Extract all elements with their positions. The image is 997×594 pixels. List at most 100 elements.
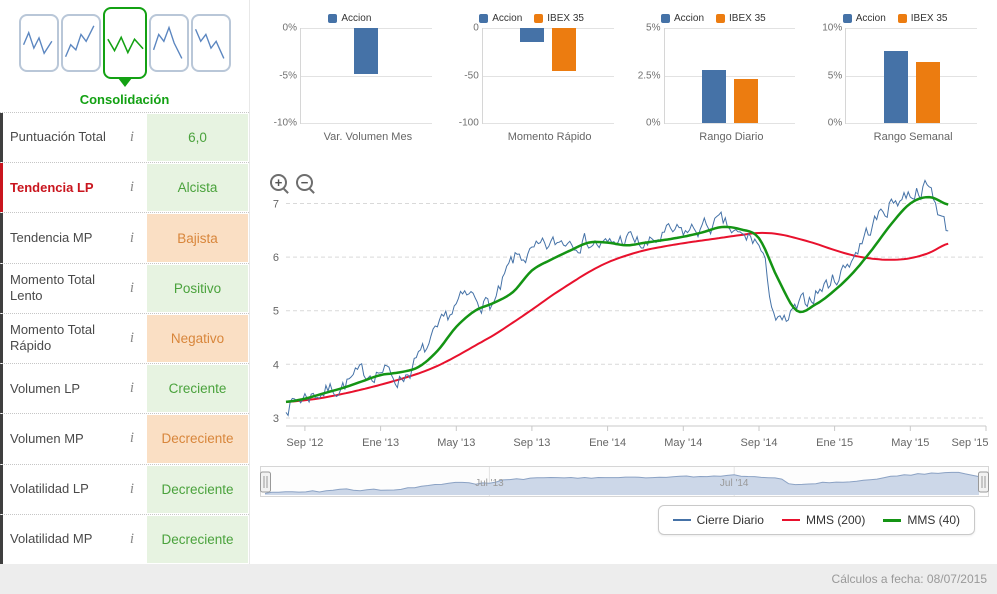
bar-ibex-35[interactable]: [733, 79, 758, 123]
legend-row: Cierre Diario MMS (200) MMS (40): [260, 498, 991, 535]
legend-item-ibex-35[interactable]: IBEX 35: [716, 13, 766, 24]
chart-legend: Cierre Diario MMS (200) MMS (40): [657, 505, 975, 535]
metric-row-tendencia-lp[interactable]: Tendencia LP i Alcista: [0, 162, 249, 213]
pattern-selector: Consolidación: [0, 0, 249, 112]
metric-label: Volatilidad MP: [0, 514, 118, 564]
pattern-sparkline-icon: [106, 35, 144, 55]
bar-accion[interactable]: [520, 28, 545, 43]
metric-row-tendencia-mp[interactable]: Tendencia MP i Bajista: [0, 212, 249, 263]
metric-row-puntuacion-total[interactable]: Puntuación Total i 6,0: [0, 112, 249, 163]
legend-item-ibex-35[interactable]: IBEX 35: [534, 13, 584, 24]
legend-swatch-icon: [479, 13, 489, 23]
pattern-card-5[interactable]: [190, 14, 231, 72]
series-mms-200[interactable]: [285, 231, 949, 403]
app-root: Consolidación Puntuación Total i 6,0 Tenden…: [0, 0, 997, 564]
zoom-in-icon[interactable]: +: [270, 174, 287, 191]
y-axis-labels: 7 6 5 4 3: [273, 199, 279, 426]
svg-text:5: 5: [273, 306, 279, 318]
bar-accion[interactable]: [883, 50, 908, 123]
metric-row-volatilidad-lp[interactable]: Volatilidad LP i Decreciente: [0, 463, 249, 514]
y-tick-label: -5%: [279, 70, 297, 81]
chart-navigator[interactable]: Jul '13 Jul '14: [260, 466, 991, 498]
metric-row-momento-total-rapido[interactable]: Momento Total Rápido i Negativo: [0, 312, 249, 364]
metric-label: Tendencia LP: [0, 163, 118, 213]
pattern-card-1[interactable]: [18, 14, 59, 72]
bar-ibex-35[interactable]: [552, 28, 577, 71]
pattern-card-4[interactable]: [148, 14, 189, 72]
info-icon[interactable]: i: [129, 480, 135, 497]
chart-legend-item-mms-200[interactable]: MMS (200): [781, 513, 865, 527]
calc-date: Cálculos a fecha: 08/07/2015: [831, 572, 987, 586]
svg-text:Sep '15: Sep '15: [952, 437, 989, 449]
legend-item-accion[interactable]: Accion: [842, 12, 886, 24]
metric-label: Momento Total Lento: [0, 263, 118, 313]
svg-text:May '15: May '15: [891, 437, 929, 449]
bars: [301, 28, 432, 123]
metric-label: Volumen MP: [0, 414, 118, 464]
legend-item-accion[interactable]: Accion: [328, 13, 371, 24]
svg-text:Jul '14: Jul '14: [720, 478, 749, 489]
legend-label: Accion: [855, 12, 886, 24]
bar-accion[interactable]: [354, 28, 379, 74]
mini-legend: Accion IBEX 35: [446, 8, 618, 28]
legend-item-ibex-35[interactable]: IBEX 35: [897, 13, 947, 24]
info-icon[interactable]: i: [129, 430, 135, 447]
y-gridlines: [286, 203, 986, 419]
pattern-sparkline-icon: [22, 30, 52, 55]
mini-chart-rango-semanal: Accion IBEX 35 10% 5% 0% Rango Semanal: [809, 8, 981, 160]
info-icon[interactable]: i: [129, 329, 135, 346]
bar-accion[interactable]: [701, 69, 726, 123]
info-icon[interactable]: i: [129, 229, 135, 246]
info-icon[interactable]: i: [129, 279, 135, 296]
metric-value: Decreciente: [146, 514, 249, 564]
metric-row-volatilidad-mp[interactable]: Volatilidad MP i Decreciente: [0, 513, 249, 564]
mini-chart-title: Momento Rápido: [507, 131, 592, 143]
mini-chart-var-volumen-mes: Accion 0% -5% -10% Var. Volumen Mes: [264, 8, 436, 160]
svg-text:May '13: May '13: [437, 437, 475, 449]
y-tick-label: 2.5%: [637, 70, 661, 81]
legend-swatch-icon: [842, 13, 852, 23]
metric-row-momento-total-lento[interactable]: Momento Total Lento i Positivo: [0, 262, 249, 313]
metric-value: Positivo: [146, 263, 249, 313]
metric-row-volumen-mp[interactable]: Volumen MP i Decreciente: [0, 413, 249, 464]
pattern-sparkline-icon: [194, 29, 224, 59]
info-icon[interactable]: i: [129, 380, 135, 397]
metric-label: Volatilidad LP: [0, 464, 118, 514]
svg-text:May '14: May '14: [664, 437, 702, 449]
metric-label: Puntuación Total: [0, 113, 118, 163]
svg-text:Sep '14: Sep '14: [741, 437, 778, 449]
y-tick-label: 5%: [646, 22, 661, 34]
pattern-card-2[interactable]: [60, 14, 101, 72]
svg-text:Sep '13: Sep '13: [513, 437, 550, 449]
navigator-handle[interactable]: [978, 471, 989, 493]
svg-text:Jul '13: Jul '13: [475, 478, 504, 489]
mini-chart-rango-diario: Accion IBEX 35 5% 2.5% 0% Rango Diario: [628, 8, 800, 160]
legend-item-accion[interactable]: Accion: [661, 13, 704, 24]
y-tick-label: 0%: [646, 117, 661, 129]
info-icon[interactable]: i: [129, 129, 135, 146]
info-icon[interactable]: i: [129, 530, 135, 547]
series-mms-40[interactable]: [285, 195, 949, 404]
price-chart-plot[interactable]: 7 6 5 4 3 Sep '12 Ene '13 May '13 Sep '13 Ene '14…: [260, 164, 991, 464]
navigator-handle[interactable]: [260, 471, 271, 493]
mini-legend: Accion IBEX 35: [628, 8, 800, 28]
legend-label: Accion: [492, 12, 523, 24]
metric-row-volumen-lp[interactable]: Volumen LP i Creciente: [0, 363, 249, 414]
pattern-card-3[interactable]: [102, 7, 147, 79]
bars: [846, 28, 977, 123]
mini-chart-momento-rapido: Accion IBEX 35 0 -50 -100 Momento Rápido: [446, 8, 618, 160]
info-icon[interactable]: i: [129, 179, 135, 196]
svg-text:6: 6: [273, 252, 279, 264]
chart-legend-item-cierre-diario[interactable]: Cierre Diario: [672, 513, 764, 527]
pattern-sparkline-icon: [152, 25, 182, 59]
pattern-sparkline-icon: [64, 25, 94, 57]
y-tick-label: -100: [458, 117, 479, 129]
bar-ibex-35[interactable]: [915, 62, 940, 123]
legend-item-accion[interactable]: Accion: [479, 13, 522, 24]
chart-legend-item-mms-40[interactable]: MMS (40): [883, 513, 960, 527]
x-axis-labels: Sep '12 Ene '13 May '13 Sep '13 Ene '14 May '…: [286, 426, 988, 449]
svg-text:Ene '15: Ene '15: [816, 437, 853, 449]
zoom-out-icon[interactable]: −: [296, 174, 313, 191]
series-cierre-diario[interactable]: [285, 179, 949, 417]
y-tick-label: 10%: [822, 22, 843, 34]
